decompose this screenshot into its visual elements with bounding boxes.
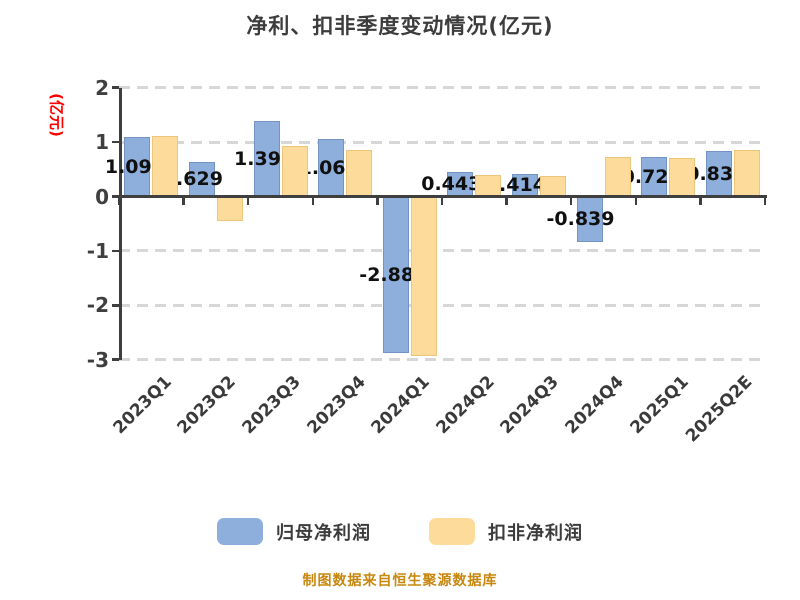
legend-swatch-yellow — [429, 518, 475, 545]
bar-net-profit-2023Q4 — [318, 138, 345, 197]
bar-deducted-net-profit-2025Q2E — [733, 149, 760, 197]
x-category-label: 2025Q2E — [682, 372, 757, 447]
y-axis-tick — [112, 358, 119, 361]
y-axis-tick — [112, 140, 119, 144]
chart-title: 净利、扣非季度变动情况(亿元) — [246, 14, 554, 38]
gridline — [119, 303, 765, 307]
bar-deducted-net-profit-2024Q2 — [475, 174, 502, 197]
x-category-label: 2024Q3 — [496, 372, 564, 439]
x-axis-tick — [376, 197, 379, 205]
bar-value-label: -2.88 — [359, 263, 415, 286]
x-axis-tick — [440, 197, 444, 205]
bar-deducted-net-profit-2023Q1 — [152, 136, 179, 197]
x-category-label: 2024Q2 — [432, 372, 499, 439]
x-axis-tick — [182, 197, 185, 205]
x-axis-tick — [505, 197, 508, 205]
x-axis-line — [119, 195, 767, 198]
x-axis-tick — [763, 197, 767, 205]
bar-value-label: 0.72 — [621, 165, 669, 188]
x-category-label: 2025Q1 — [626, 372, 693, 439]
bar-deducted-net-profit-2023Q2 — [216, 196, 243, 221]
x-axis-tick — [634, 197, 638, 205]
x-category-label: 2024Q1 — [367, 372, 434, 439]
x-axis-tick — [117, 197, 121, 205]
y-axis-tick — [112, 86, 119, 89]
x-axis-tick — [246, 197, 250, 205]
y-tick-label: 0 — [95, 184, 109, 209]
y-tick-label: 1 — [95, 130, 109, 155]
y-axis-tick — [112, 304, 119, 307]
legend: 归母净利润 扣非净利润 — [0, 518, 800, 545]
gridline — [119, 249, 765, 253]
x-category-label: 2023Q2 — [173, 372, 241, 439]
bar-deducted-net-profit-2024Q4 — [604, 157, 631, 197]
x-axis-tick — [569, 197, 573, 205]
bar-deducted-net-profit-2024Q1 — [410, 196, 437, 356]
y-tick-label: -1 — [86, 238, 109, 263]
y-axis-tick — [112, 195, 119, 198]
x-category-label: 2023Q1 — [109, 372, 176, 439]
y-axis-line — [119, 87, 122, 360]
bar-deducted-net-profit-2024Q3 — [539, 175, 566, 197]
bar-value-label: -0.839 — [546, 208, 615, 231]
bar-value-label: 1.06 — [298, 156, 346, 179]
bar-net-profit-2024Q2 — [447, 172, 474, 197]
bar-value-label: 0.83 — [686, 162, 734, 185]
data-source-note: 制图数据来自恒生聚源数据库 — [302, 573, 498, 589]
bar-deducted-net-profit-2023Q4 — [346, 150, 373, 197]
bar-net-profit-2023Q3 — [253, 120, 280, 197]
x-category-label: 2023Q4 — [303, 372, 370, 439]
bar-deducted-net-profit-2025Q1 — [669, 158, 696, 197]
x-axis-tick — [699, 197, 702, 205]
x-category-label: 2024Q4 — [561, 372, 628, 439]
bar-value-label: 1.39 — [234, 147, 281, 170]
y-tick-label: 2 — [95, 75, 109, 100]
bar-net-profit-2023Q2 — [188, 162, 215, 197]
bar-value-label: 0.443 — [421, 173, 482, 196]
legend-swatch-blue — [217, 518, 263, 545]
x-axis-tick — [311, 197, 315, 205]
legend-label: 归母净利润 — [276, 522, 371, 544]
legend-label: 扣非净利润 — [488, 522, 583, 544]
x-category-label: 2023Q3 — [238, 372, 305, 439]
legend-item-deducted-net-profit: 扣非净利润 — [429, 518, 583, 545]
bar-deducted-net-profit-2023Q3 — [281, 145, 308, 197]
bar-net-profit-2024Q4 — [576, 196, 603, 243]
bar-net-profit-2024Q1 — [382, 196, 409, 354]
gridline — [119, 86, 765, 90]
bar-value-label: 1.09 — [104, 155, 152, 178]
gridline — [119, 140, 765, 144]
gridline — [119, 358, 765, 362]
legend-item-net-profit: 归母净利润 — [217, 518, 371, 545]
y-tick-label: -3 — [86, 347, 109, 372]
y-tick-label: -2 — [86, 293, 109, 318]
y-axis-tick — [112, 249, 119, 253]
